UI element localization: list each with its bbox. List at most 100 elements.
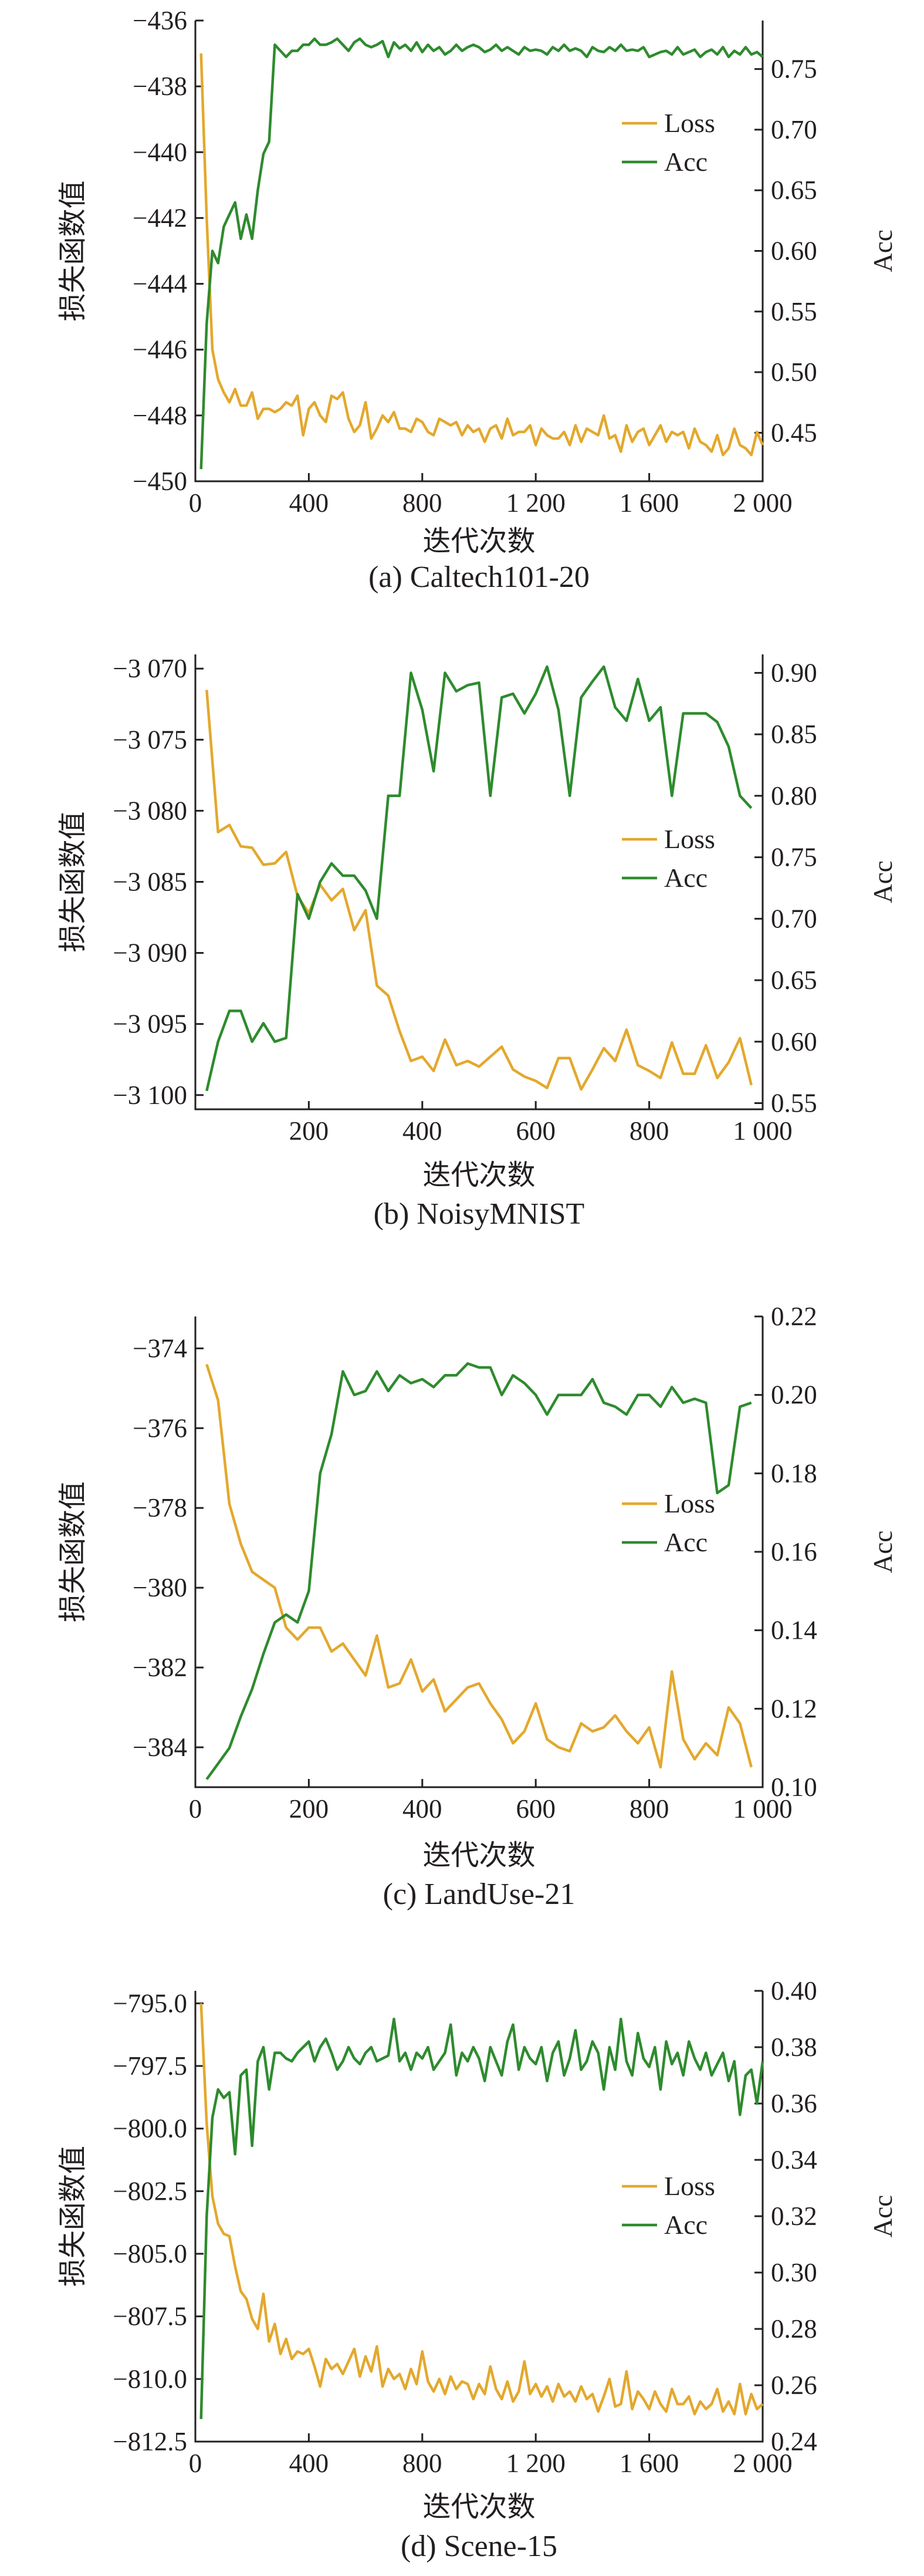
series-line-acc bbox=[205, 665, 753, 1092]
y2-tick-label: 0.90 bbox=[771, 658, 817, 687]
y-axis-label: 损失函数值 bbox=[56, 1481, 89, 1622]
y2-tick-label: 0.55 bbox=[771, 297, 817, 326]
y2-tick-label: 0.32 bbox=[771, 2202, 817, 2231]
legend-label-acc: Acc bbox=[664, 1527, 708, 1557]
panel-caption: (b) NoisyMNIST bbox=[374, 1197, 585, 1231]
y2-tick-label: 0.60 bbox=[771, 237, 817, 266]
y2-tick-label: 0.38 bbox=[771, 2033, 817, 2062]
y2-tick-label: 0.12 bbox=[771, 1694, 817, 1723]
series-line-loss bbox=[199, 2003, 764, 2416]
y-tick-label: −3 080 bbox=[113, 796, 187, 825]
series-line-loss bbox=[205, 1363, 753, 1769]
y2-tick-label: 0.16 bbox=[771, 1537, 817, 1566]
y-tick-label: −436 bbox=[133, 6, 187, 35]
y2-tick-label: 0.60 bbox=[771, 1027, 817, 1056]
y2-tick-label: 0.45 bbox=[771, 418, 817, 447]
x-tick-label: 200 bbox=[289, 1116, 329, 1146]
x-axis-label: 迭代次数 bbox=[422, 1839, 535, 1872]
y-tick-label: −380 bbox=[133, 1573, 187, 1602]
y2-tick-label: 0.75 bbox=[771, 55, 817, 84]
y2-tick-label: 0.24 bbox=[771, 2427, 817, 2456]
y-tick-label: −378 bbox=[133, 1493, 187, 1522]
legend-label-loss: Loss bbox=[664, 108, 715, 138]
y-tick-label: −438 bbox=[133, 72, 187, 101]
y2-tick-label: 0.55 bbox=[771, 1089, 817, 1118]
x-tick-label: 1 600 bbox=[620, 488, 679, 518]
y-axis-label: 损失函数值 bbox=[56, 2146, 89, 2287]
series-line-acc bbox=[205, 1362, 752, 1780]
x-tick-label: 0 bbox=[189, 1794, 202, 1824]
y-tick-label: −450 bbox=[133, 467, 187, 496]
y-axis-label: 损失函数值 bbox=[56, 811, 89, 952]
legend-label-acc: Acc bbox=[664, 2210, 708, 2240]
y-tick-label: −3 095 bbox=[113, 1010, 187, 1039]
y2-axis-label: Acc bbox=[868, 1531, 898, 1573]
x-axis-label: 迭代次数 bbox=[422, 1159, 535, 1191]
y2-tick-label: 0.18 bbox=[771, 1459, 817, 1488]
y-tick-label: −3 070 bbox=[113, 654, 187, 683]
panel-caption: (a) Caltech101-20 bbox=[368, 561, 590, 594]
y-tick-label: −807.5 bbox=[113, 2302, 187, 2331]
x-tick-label: 0 bbox=[189, 2449, 202, 2478]
series-line-loss bbox=[199, 53, 764, 457]
y2-axis-label: Acc bbox=[868, 229, 898, 272]
x-tick-label: 800 bbox=[402, 2449, 442, 2478]
chart-panel-2: 200 400 600 800 1 000 −3 100 −3 095 −3 090 −3 08… bbox=[56, 654, 898, 1231]
x-tick-label: 600 bbox=[516, 1794, 556, 1824]
y-tick-label: −797.5 bbox=[113, 2051, 187, 2081]
legend-label-loss: Loss bbox=[664, 2171, 715, 2201]
y2-tick-label: 0.14 bbox=[771, 1616, 817, 1645]
y-tick-label: −3 085 bbox=[113, 867, 187, 897]
x-tick-label: 0 bbox=[189, 488, 202, 518]
y-tick-label: −382 bbox=[133, 1653, 187, 1682]
y-tick-label: −3 090 bbox=[113, 938, 187, 968]
y-tick-label: −384 bbox=[133, 1733, 187, 1762]
y-axis-label: 损失函数值 bbox=[56, 180, 89, 321]
y2-tick-label: 0.70 bbox=[771, 904, 817, 933]
y-tick-label: −3 075 bbox=[113, 725, 187, 754]
chart-panel-1: 0 400 800 1 200 1 600 2 000 −450 −448 −446 −444 −4… bbox=[56, 6, 898, 594]
y-tick-label: −448 bbox=[133, 401, 187, 430]
x-tick-label: 2 000 bbox=[733, 2449, 792, 2478]
y2-tick-label: 0.36 bbox=[771, 2089, 817, 2118]
legend-label-acc: Acc bbox=[664, 147, 708, 177]
y-tick-label: −376 bbox=[133, 1413, 187, 1443]
y-tick-label: −442 bbox=[133, 203, 187, 232]
x-tick-label: 1 200 bbox=[506, 488, 566, 518]
y2-tick-label: 0.80 bbox=[771, 781, 817, 811]
x-tick-label: 1 200 bbox=[506, 2449, 566, 2478]
x-tick-label: 600 bbox=[516, 1116, 556, 1146]
y-tick-label: −802.5 bbox=[113, 2176, 187, 2206]
legend-label-loss: Loss bbox=[664, 824, 715, 854]
x-axis-label: 迭代次数 bbox=[422, 525, 535, 558]
y2-tick-label: 0.65 bbox=[771, 965, 817, 995]
x-tick-label: 800 bbox=[629, 1794, 669, 1824]
y-tick-label: −805.0 bbox=[113, 2239, 187, 2268]
y-tick-label: −810.0 bbox=[113, 2364, 187, 2393]
y2-axis-label: Acc bbox=[868, 2195, 898, 2237]
y-tick-label: −446 bbox=[133, 335, 187, 364]
x-tick-label: 800 bbox=[629, 1116, 669, 1146]
y-tick-label: −440 bbox=[133, 137, 187, 167]
x-tick-label: 200 bbox=[289, 1794, 329, 1824]
y-tick-label: −3 100 bbox=[113, 1081, 187, 1110]
series-line-acc bbox=[199, 37, 764, 470]
x-tick-label: 400 bbox=[402, 1794, 442, 1824]
y2-tick-label: 0.28 bbox=[771, 2314, 817, 2344]
y2-tick-label: 0.70 bbox=[771, 115, 817, 144]
x-axis-label: 迭代次数 bbox=[422, 2490, 535, 2523]
legend-label-acc: Acc bbox=[664, 863, 708, 893]
x-tick-label: 800 bbox=[402, 488, 442, 518]
y-tick-label: −795.0 bbox=[113, 1988, 187, 2018]
y2-tick-label: 0.20 bbox=[771, 1380, 817, 1410]
y2-tick-label: 0.85 bbox=[771, 720, 817, 749]
x-tick-label: 1 000 bbox=[733, 1116, 792, 1146]
x-tick-label: 400 bbox=[289, 488, 329, 518]
x-tick-label: 2 000 bbox=[733, 488, 792, 518]
y2-tick-label: 0.22 bbox=[771, 1302, 817, 1331]
y2-tick-label: 0.65 bbox=[771, 175, 817, 205]
y2-tick-label: 0.30 bbox=[771, 2258, 817, 2287]
panel-caption: (d) Scene-15 bbox=[401, 2530, 557, 2563]
x-tick-label: 400 bbox=[402, 1116, 442, 1146]
